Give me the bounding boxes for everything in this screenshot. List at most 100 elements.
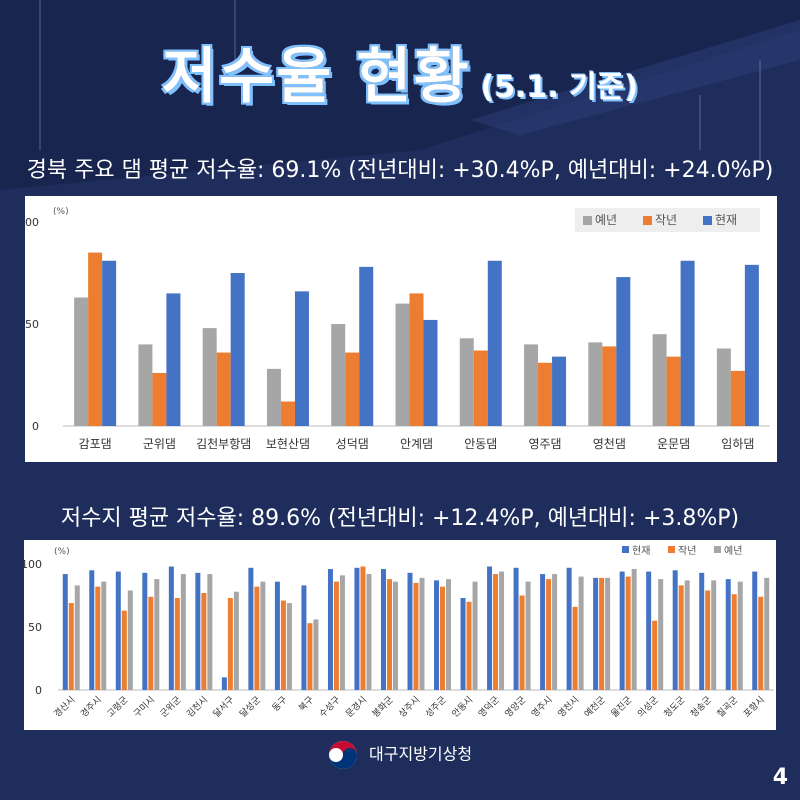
bar-현재 [566,567,572,690]
bar-작년 [307,623,313,690]
bar-현재 [593,577,599,690]
legend-swatch [668,546,675,553]
bar-현재 [274,581,280,690]
bar-예년 [524,344,539,426]
bar-작년 [572,606,578,690]
bar-작년 [493,574,499,690]
reservoir-summary-heading: 저수지 평균 저수율: 89.6% (전년대비: +12.4%P, 예년대비: … [60,506,740,531]
x-tick-label: 구미시 [132,694,157,719]
reservoir-chart-panel: 0 50 100 (%) 경산시 경주시 고령군 구미시 군위군 김천시 달서구 달성군 동구 북구 수성구… [21,540,776,730]
bar-현재 [487,566,493,690]
bar-예년 [331,324,346,426]
x-tick-label: 동구 [270,694,289,713]
bar-예년 [499,571,505,690]
bar-예년 [154,579,160,690]
x-tick-label: 영주시 [529,694,554,719]
bar-작년 [68,603,74,690]
bar-현재 [168,566,174,690]
legend-swatch [583,216,592,225]
bar-작년 [386,579,392,690]
x-tick-label: 포항시 [742,694,767,719]
y-unit-label: (%) [53,207,69,217]
bar-현재 [487,260,502,426]
dam-summary-heading: 경북 주요 댐 평균 저수율: 69.1% (전년대비: +30.4%P, 예년… [26,158,774,183]
bar-예년 [588,342,603,426]
legend-label: 예년 [724,545,742,557]
bar-예년 [446,579,452,690]
x-tick-label: 성덕댐 [336,437,369,451]
bar-예년 [138,344,153,426]
bar-예년 [260,581,266,690]
bar-작년 [280,401,295,426]
x-tick-label: 달서구 [210,694,236,720]
x-tick-label: 영양군 [503,694,528,719]
bar-예년 [711,580,717,690]
bar-작년 [666,356,681,426]
bar-작년 [345,352,360,426]
y-unit-label: (%) [54,547,70,557]
bar-예년 [366,574,372,690]
x-tick-label: 문경시 [343,694,369,720]
bar-예년 [472,581,478,690]
x-tick-label: 임하댐 [721,437,754,451]
y-tick-label: 100 [25,216,39,229]
bar-작년 [705,590,711,690]
legend-label: 현재 [715,213,737,227]
x-tick-label: 안동댐 [464,437,497,451]
bar-현재 [359,266,374,426]
bar-작년 [280,600,286,690]
bar-예년 [552,574,558,690]
x-tick-label: 안동시 [450,694,475,719]
bar-예년 [764,577,770,690]
bar-작년 [227,598,233,690]
bar-현재 [680,260,695,426]
x-tick-label: 영주댐 [528,437,561,451]
bar-작년 [466,601,472,690]
bar-현재 [102,260,117,426]
x-tick-label: 성주군 [423,694,448,719]
bar-예년 [313,619,319,690]
bar-예년 [207,574,213,690]
bar-현재 [166,293,181,426]
bar-작년 [546,579,552,690]
bar-현재 [619,571,625,690]
bar-현재 [672,570,678,690]
bar-작년 [625,576,631,690]
bar-현재 [646,571,652,690]
x-tick-label: 김천부항댐 [196,436,251,451]
bar-예년 [578,576,584,690]
x-tick-label: 경산시 [51,694,77,720]
bar-예년 [392,581,398,690]
bar-현재 [142,572,148,690]
bar-예년 [202,328,217,426]
legend-swatch [622,546,629,553]
legend-label: 예년 [595,213,617,227]
org-name: 대구지방기상청 [369,744,473,764]
reservoir-storage-chart: 0 50 100 (%) 경산시 경주시 고령군 구미시 군위군 김천시 달서구 달성군 동구 북구 수성구… [21,545,774,720]
bar-작년 [538,362,553,426]
x-tick-label: 영천시 [556,694,581,719]
bar-현재 [699,572,705,690]
bar-현재 [434,580,440,690]
bar-예년 [395,303,410,426]
x-tick-label: 영천댐 [593,436,626,451]
x-tick-label: 울진군 [609,694,634,719]
legend-label: 현재 [632,545,650,557]
legend-box [575,208,760,232]
bar-작년 [201,592,207,690]
title-main: 저수율 현황 [161,42,471,112]
bar-현재 [380,569,386,690]
bar-작년 [360,566,366,690]
bar-현재 [752,571,758,690]
bar-예년 [233,591,239,690]
bar-현재 [540,574,546,690]
bar-작년 [95,586,101,690]
title-date: (5.1. 기준) [480,70,639,105]
government-logo-icon [328,741,357,769]
bar-작년 [148,596,154,690]
bar-예년 [737,581,743,690]
bar-현재 [327,569,333,690]
x-tick-label: 예천군 [582,694,607,719]
x-tick-label: 군위댐 [143,437,176,451]
x-tick-label: 경주시 [78,694,104,720]
